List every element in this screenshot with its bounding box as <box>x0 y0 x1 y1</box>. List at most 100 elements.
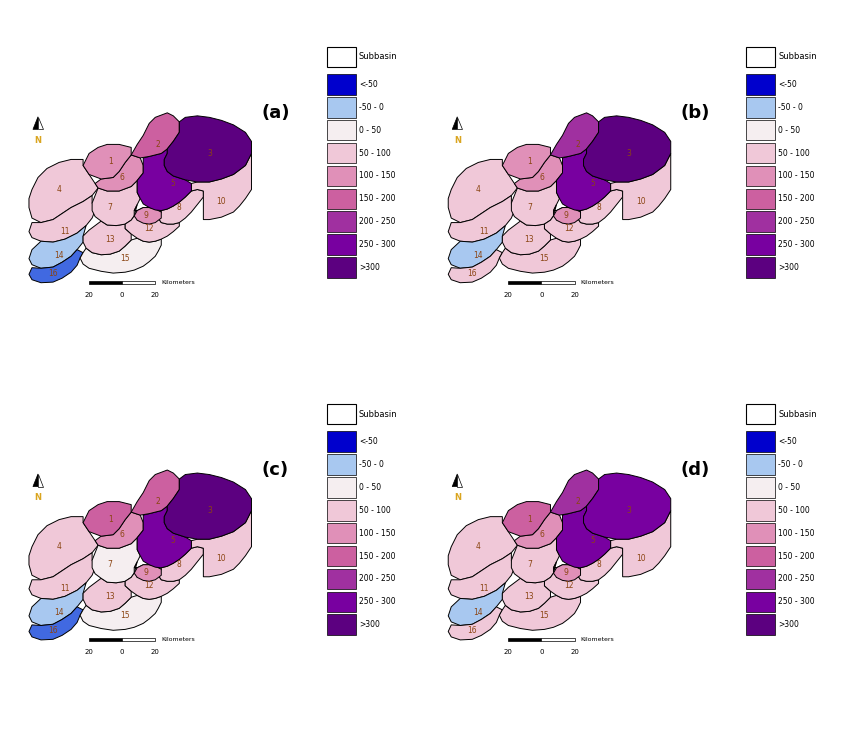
Text: 20: 20 <box>570 292 579 298</box>
Text: 2: 2 <box>156 140 161 149</box>
Polygon shape <box>457 474 462 487</box>
Text: Kilometers: Kilometers <box>580 637 614 642</box>
Text: 11: 11 <box>60 227 69 236</box>
Polygon shape <box>556 506 611 568</box>
Text: 15: 15 <box>540 254 549 263</box>
Text: <-50: <-50 <box>778 80 797 89</box>
Bar <box>327 143 356 163</box>
Text: -50 - 0: -50 - 0 <box>778 460 803 469</box>
Polygon shape <box>137 506 191 568</box>
Polygon shape <box>137 149 191 211</box>
Text: 1: 1 <box>527 157 532 166</box>
Text: 0 - 50: 0 - 50 <box>359 126 381 135</box>
Polygon shape <box>502 221 551 255</box>
Polygon shape <box>502 578 551 612</box>
Polygon shape <box>512 538 560 583</box>
Bar <box>327 97 356 117</box>
Text: 4: 4 <box>476 542 481 551</box>
Text: 50 - 100: 50 - 100 <box>778 149 810 158</box>
Polygon shape <box>448 553 514 599</box>
Text: 3: 3 <box>207 506 212 515</box>
Bar <box>746 120 775 141</box>
Polygon shape <box>38 474 43 487</box>
Polygon shape <box>500 596 580 630</box>
Text: (a): (a) <box>261 104 290 122</box>
Text: N: N <box>454 135 461 144</box>
Polygon shape <box>158 190 203 224</box>
Text: 20: 20 <box>504 292 512 298</box>
Bar <box>327 189 356 209</box>
Bar <box>746 569 775 589</box>
Bar <box>746 592 775 612</box>
Polygon shape <box>448 517 518 580</box>
Polygon shape <box>134 208 161 224</box>
Text: 15: 15 <box>540 611 549 620</box>
Polygon shape <box>191 153 252 220</box>
Text: 50 - 100: 50 - 100 <box>778 506 810 515</box>
Text: 100 - 150: 100 - 150 <box>359 529 396 538</box>
Text: 50 - 100: 50 - 100 <box>359 149 390 158</box>
Polygon shape <box>457 117 462 129</box>
Text: 9: 9 <box>144 211 149 220</box>
Text: 200 - 250: 200 - 250 <box>778 575 815 584</box>
Text: 20: 20 <box>570 649 579 655</box>
Text: 10: 10 <box>636 197 645 206</box>
Bar <box>746 404 775 424</box>
Text: 3: 3 <box>626 506 631 515</box>
Text: 0: 0 <box>540 292 544 298</box>
Text: 2: 2 <box>575 497 580 506</box>
Bar <box>327 404 356 424</box>
Polygon shape <box>551 470 599 515</box>
Text: N: N <box>454 493 461 502</box>
Text: 3: 3 <box>207 149 212 158</box>
Text: 8: 8 <box>596 560 601 569</box>
Polygon shape <box>92 538 141 583</box>
Text: 5: 5 <box>590 179 595 188</box>
Polygon shape <box>95 512 143 548</box>
Text: 250 - 300: 250 - 300 <box>778 597 815 606</box>
Text: Subbasin: Subbasin <box>778 410 817 419</box>
Bar <box>746 478 775 498</box>
Text: -50 - 0: -50 - 0 <box>778 103 803 112</box>
Text: 50 - 100: 50 - 100 <box>359 506 390 515</box>
Text: 8: 8 <box>177 560 182 569</box>
Polygon shape <box>191 511 252 577</box>
Text: 100 - 150: 100 - 150 <box>778 529 815 538</box>
Polygon shape <box>80 596 161 630</box>
Text: 14: 14 <box>473 608 483 617</box>
Text: 5: 5 <box>171 179 175 188</box>
Text: 150 - 200: 150 - 200 <box>359 194 396 203</box>
Text: (d): (d) <box>680 461 710 479</box>
Text: 15: 15 <box>120 611 130 620</box>
Bar <box>746 454 775 475</box>
Polygon shape <box>545 562 599 599</box>
Polygon shape <box>92 180 141 226</box>
Bar <box>327 592 356 612</box>
Text: 20: 20 <box>85 649 93 655</box>
Polygon shape <box>514 155 562 191</box>
Text: 16: 16 <box>468 269 477 278</box>
Polygon shape <box>95 155 143 191</box>
Text: 6: 6 <box>119 530 125 539</box>
Text: 250 - 300: 250 - 300 <box>778 240 815 249</box>
Text: 4: 4 <box>57 185 62 194</box>
Text: 12: 12 <box>564 581 573 590</box>
Polygon shape <box>553 565 580 581</box>
Text: 10: 10 <box>636 554 645 563</box>
Polygon shape <box>131 113 180 158</box>
Text: (c): (c) <box>262 461 289 479</box>
Text: 12: 12 <box>145 581 154 590</box>
Bar <box>746 189 775 209</box>
Text: 0: 0 <box>120 292 125 298</box>
Text: 20: 20 <box>151 292 160 298</box>
Polygon shape <box>551 113 599 158</box>
Polygon shape <box>131 470 180 515</box>
Polygon shape <box>29 583 86 626</box>
Text: N: N <box>35 493 42 502</box>
Text: 2: 2 <box>156 497 161 506</box>
Polygon shape <box>452 117 457 129</box>
Polygon shape <box>29 553 95 599</box>
Polygon shape <box>33 117 38 129</box>
Text: 8: 8 <box>596 203 601 212</box>
Text: 14: 14 <box>473 250 483 259</box>
